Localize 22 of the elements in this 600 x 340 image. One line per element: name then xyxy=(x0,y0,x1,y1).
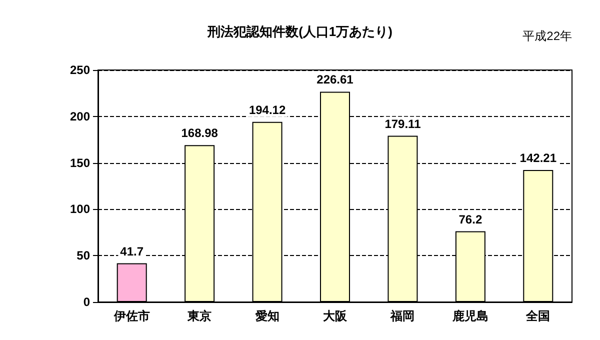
y-tick-label: 50 xyxy=(76,248,90,263)
y-tick-label: 150 xyxy=(70,156,90,170)
x-tick-label: 鹿児島 xyxy=(451,309,488,323)
y-tick-label: 250 xyxy=(70,63,90,77)
text: 平成22年 xyxy=(522,29,572,43)
y-tick-label: 200 xyxy=(70,109,90,124)
x-tick-label: 大阪 xyxy=(323,309,348,323)
x-tick-label: 全国 xyxy=(525,309,550,323)
chart-title: 刑法犯認知件数(人口1万あたり) xyxy=(206,24,392,39)
x-tick-label: 福岡 xyxy=(390,309,415,323)
y-tick-label: 0 xyxy=(83,295,90,309)
x-tick-label: 東京 xyxy=(186,309,212,323)
data-label: 41.7 xyxy=(120,244,144,258)
data-label: 76.2 xyxy=(458,212,482,226)
data-label: 226.61 xyxy=(316,72,354,87)
y-tick-label: 100 xyxy=(70,202,90,216)
data-label: 179.11 xyxy=(384,116,422,131)
x-tick-label: 愛知 xyxy=(255,309,280,323)
data-label: 194.12 xyxy=(248,102,286,117)
x-tick-label: 伊佐市 xyxy=(112,309,150,323)
data-label: 142.21 xyxy=(520,151,557,166)
data-label: 168.98 xyxy=(181,126,218,140)
